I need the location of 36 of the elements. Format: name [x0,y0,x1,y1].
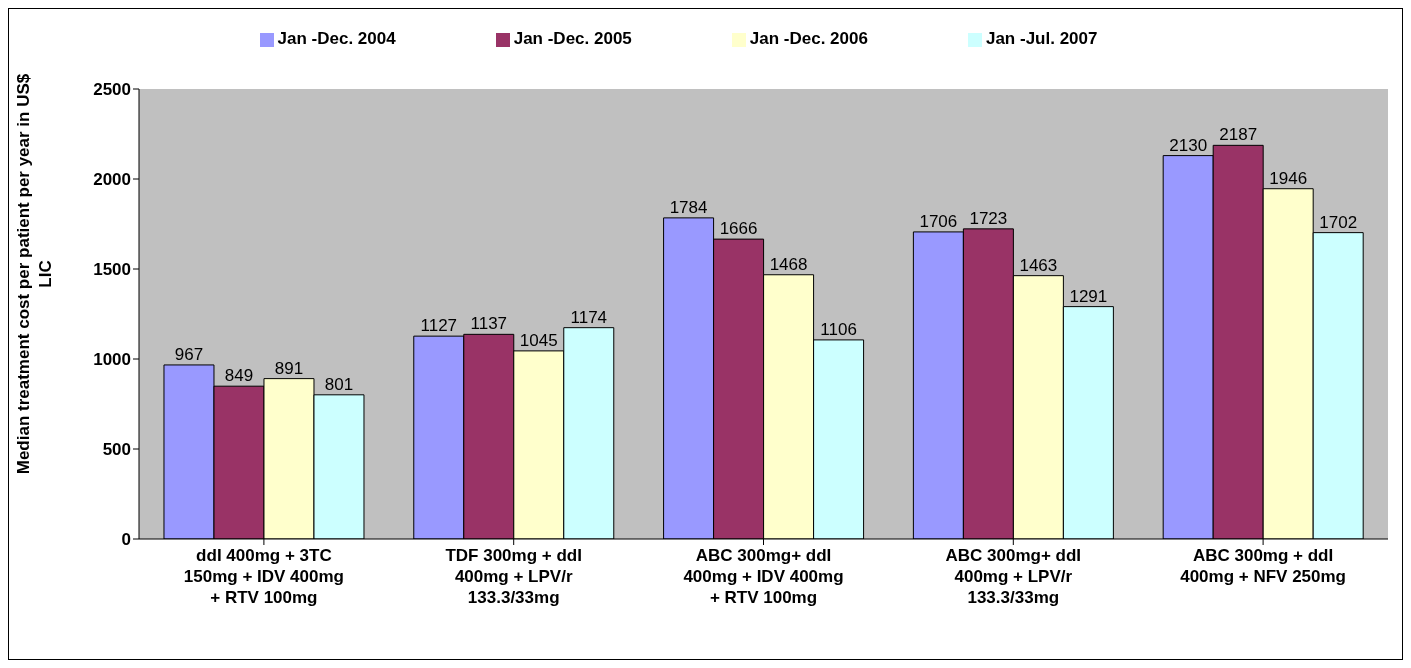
data-label: 1045 [519,330,558,350]
data-label: 1174 [570,307,608,327]
data-label: 1291 [1069,286,1108,306]
data-label: 1463 [1019,255,1058,275]
data-label: 1946 [1269,168,1308,188]
y-axis-title: Median treatment cost per patient per year in US$ LIC [14,73,55,475]
x-tick-label: ABC 300mg+ ddI 400mg + IDV 400mg + RTV 100mg [683,546,844,607]
y-tick-label: 1500 [93,260,131,280]
y-tick-label: 2500 [93,80,131,100]
data-label: 2130 [1169,135,1208,155]
data-label: 1706 [919,211,958,231]
data-label: 967 [174,344,204,364]
y-tick-label: 500 [102,440,131,460]
x-tick-label: ddI 400mg + 3TC 150mg + IDV 400mg + RTV 100mg [183,546,344,607]
legend-label: Jan -Dec. 2004 [277,29,396,48]
legend-label: Jan -Dec. 2006 [749,29,868,48]
x-tick-label: ABC 300mg+ ddI 400mg + LPV/r 133.3/33mg [945,546,1082,607]
data-label: 801 [324,374,354,394]
x-tick-label: TDF 300mg + ddI 400mg + LPV/r 133.3/33mg [445,546,582,607]
data-label: 2187 [1219,125,1258,145]
data-label: 1106 [820,319,857,339]
data-label: 891 [274,358,304,378]
data-label: 1127 [420,316,458,336]
y-tick-label: 1000 [93,350,131,370]
data-label: 1666 [719,219,758,239]
y-tick-label: 0 [121,530,131,550]
data-label: 1702 [1319,212,1358,232]
data-label: 849 [224,366,254,386]
legend-label: Jan -Dec. 2005 [513,29,632,48]
data-label: 1137 [470,314,508,334]
y-tick-label: 2000 [93,170,131,190]
legend-label: Jan -Jul. 2007 [985,29,1098,48]
data-label: 1784 [669,197,708,217]
data-label: 1468 [769,254,808,274]
data-label: 1723 [969,208,1008,228]
x-tick-label: ABC 300mg + ddI 400mg + NFV 250mg [1180,546,1347,586]
